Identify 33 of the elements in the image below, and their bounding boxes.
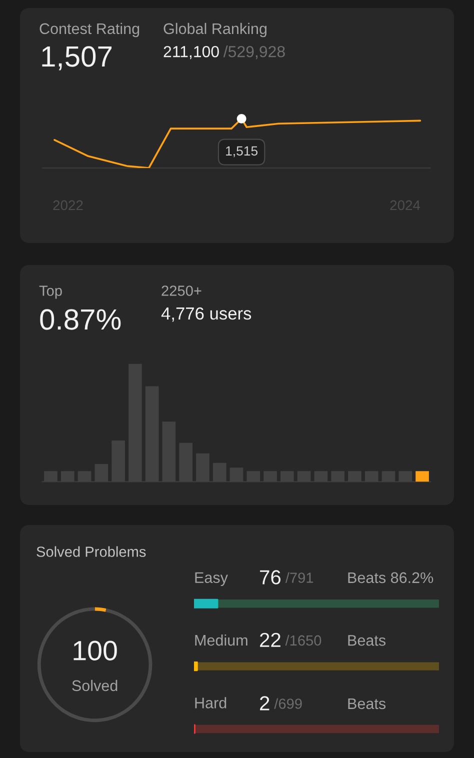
annotation: /699 bbox=[274, 698, 302, 709]
text: 1,507 bbox=[42, 46, 112, 70]
bar bbox=[416, 471, 429, 482]
text: Solved bbox=[72, 680, 118, 692]
text: 211,100 bbox=[164, 46, 219, 60]
donut-slice bbox=[94, 607, 106, 612]
annotation: 76 bbox=[260, 570, 281, 584]
annotation: Beats 86.2% bbox=[348, 572, 434, 584]
text: /529,928 bbox=[223, 46, 285, 60]
y-tick-label: Medium bbox=[195, 634, 248, 646]
text: 100 bbox=[74, 640, 117, 660]
annotation: 22 bbox=[260, 632, 280, 647]
text: 0.87% bbox=[40, 309, 121, 330]
annotation: /791 bbox=[285, 572, 314, 583]
chart-title: Top bbox=[39, 286, 62, 299]
bar bbox=[194, 724, 439, 734]
annotation: Beats bbox=[348, 698, 386, 710]
annotation: /1650 bbox=[285, 634, 322, 646]
y-tick-label: Hard bbox=[195, 697, 226, 708]
chart-title: Solved Problems bbox=[36, 546, 146, 557]
bar bbox=[197, 662, 439, 670]
text: 2250+ bbox=[162, 286, 202, 296]
donut-slice bbox=[37, 607, 152, 722]
chart-title: Contest Rating bbox=[40, 22, 140, 38]
text: 4,776 users bbox=[161, 307, 252, 322]
annotation: 1,515 bbox=[226, 146, 258, 158]
bar bbox=[194, 598, 218, 608]
y-tick-label: Easy bbox=[195, 572, 228, 586]
bar bbox=[218, 600, 439, 608]
bar bbox=[194, 662, 198, 672]
annotation: Beats bbox=[348, 635, 386, 646]
annotation: 2 bbox=[260, 696, 270, 710]
text: Global Ranking bbox=[164, 22, 266, 38]
